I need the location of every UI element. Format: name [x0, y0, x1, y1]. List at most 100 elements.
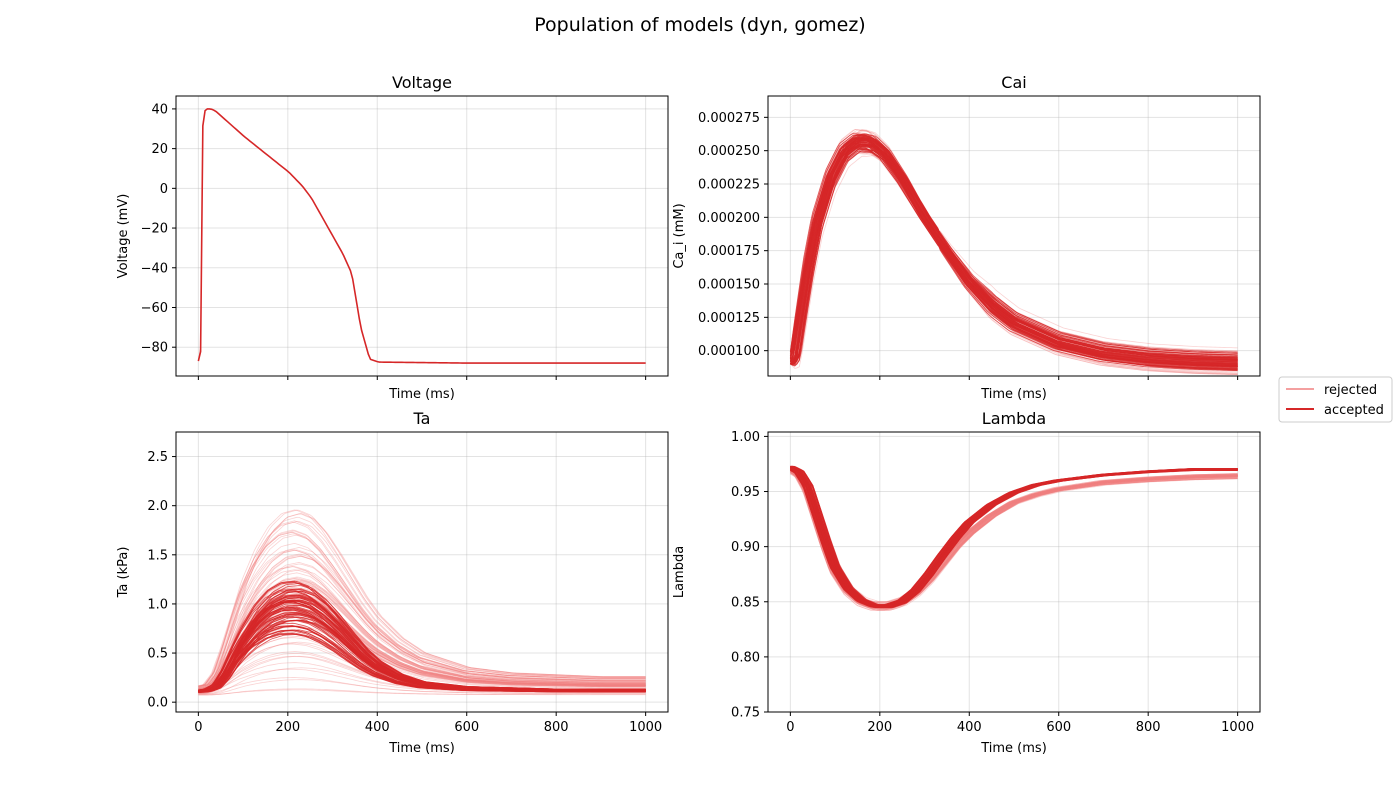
curve-accepted-voltage-0: [197, 108, 646, 364]
curve-rejected-lambda-85: [790, 468, 1238, 609]
ytick-label-voltage-2: −40: [141, 261, 168, 276]
ytick-label-lambda-4: 0.95: [731, 485, 760, 500]
curve-accepted-cai-59: [789, 138, 1238, 366]
curve-rejected-ta-24: [198, 520, 646, 687]
ytick-label-ta-4: 2.0: [147, 499, 168, 514]
curve-rejected-ta-34: [198, 566, 646, 689]
yaxis-label-cai: Ca_i (mM): [672, 203, 687, 268]
axes-frame-lambda: [767, 431, 1261, 713]
curve-rejected-ta-6: [198, 509, 646, 686]
ytick-label-cai-4: 0.000200: [698, 211, 760, 226]
ytick-label-lambda-0: 0.75: [731, 706, 760, 721]
curve-rejected-ta-39: [198, 609, 646, 692]
yaxis-label-lambda: Lambda: [672, 546, 687, 598]
ytick-label-voltage-0: −80: [141, 341, 168, 356]
curve-rejected-ta-69: [198, 547, 646, 689]
ytick-label-voltage-5: 20: [151, 142, 168, 157]
xtick-label-ta-1: 200: [275, 720, 300, 735]
curve-rejected-ta-29: [198, 553, 646, 689]
curve-rejected-ta-83: [198, 569, 646, 690]
curve-rejected-ta-61: [198, 562, 646, 689]
curve-rejected-ta-9: [198, 534, 646, 688]
curve-rejected-ta-49: [198, 531, 646, 687]
curve-rejected-ta-15: [198, 521, 646, 687]
curve-rejected-lambda-14: [790, 469, 1238, 611]
curve-rejected-lambda-51: [790, 469, 1238, 609]
curve-accepted-cai-54: [789, 133, 1238, 371]
xtick-label-ta-4: 800: [544, 720, 569, 735]
ytick-label-cai-7: 0.000275: [698, 111, 760, 126]
ytick-label-lambda-5: 1.00: [731, 430, 760, 445]
ytick-label-cai-2: 0.000150: [698, 278, 760, 293]
subplot-cai: 0.000100 0.000125 0.000150 0.000175 0.000200…: [672, 73, 1261, 402]
curve-rejected-ta-37: [198, 679, 646, 695]
curve-rejected-ta-4: [198, 529, 646, 687]
legend-label-rejected: rejected: [1324, 383, 1377, 398]
ytick-label-voltage-3: −20: [141, 222, 168, 237]
axes-title-lambda: Lambda: [982, 409, 1046, 428]
subplot-voltage: −80 −60 −40 −20 0 20 40 Voltage Time (ms) Voltage…: [116, 73, 669, 402]
curve-rejected-lambda-48: [790, 466, 1238, 611]
curve-rejected-ta-75: [198, 542, 646, 688]
curve-rejected-cai-40: [789, 131, 1238, 373]
xaxis-label-cai: Time (ms): [980, 387, 1047, 402]
curve-rejected-ta-70: [198, 580, 646, 690]
lines-voltage: [197, 108, 646, 364]
curve-rejected-ta-36: [198, 688, 646, 696]
xtick-label-lambda-4: 800: [1136, 720, 1161, 735]
ytick-label-cai-3: 0.000175: [698, 244, 760, 259]
curve-rejected-ta-54: [198, 566, 646, 689]
axes-frame-cai: [767, 95, 1261, 377]
curve-rejected-cai-1: [789, 129, 1238, 375]
curve-rejected-ta-40: [198, 555, 646, 689]
curve-rejected-ta-77: [198, 513, 646, 687]
xtick-label-lambda-2: 400: [957, 720, 982, 735]
xtick-label-ta-0: 0: [194, 720, 202, 735]
curve-rejected-lambda-52: [790, 470, 1238, 609]
curve-rejected-ta-65: [198, 549, 646, 688]
curve-accepted-cai-58: [790, 143, 1238, 365]
curve-accepted-lambda-69: [790, 467, 1238, 607]
ytick-label-ta-3: 1.5: [147, 548, 168, 563]
curve-rejected-ta-1: [198, 609, 646, 692]
ytick-label-cai-0: 0.000100: [698, 344, 760, 359]
curve-accepted-ta-64: [198, 596, 646, 692]
curve-rejected-lambda-74: [790, 470, 1238, 609]
ytick-label-lambda-1: 0.80: [731, 650, 760, 665]
ytick-label-voltage-4: 0: [160, 182, 168, 197]
ytick-label-cai-5: 0.000225: [698, 178, 760, 193]
curve-accepted-ta-69: [198, 622, 646, 693]
ytick-label-lambda-3: 0.90: [731, 540, 760, 555]
curve-rejected-lambda-15: [790, 468, 1238, 611]
curve-rejected-ta-35: [198, 606, 646, 692]
curve-rejected-ta-3: [198, 689, 646, 696]
lines-lambda: [790, 465, 1238, 611]
curve-rejected-lambda-9: [790, 467, 1238, 610]
axes-title-cai: Cai: [1001, 73, 1026, 92]
ytick-label-lambda-2: 0.85: [731, 595, 760, 610]
xaxis-label-lambda: Time (ms): [980, 741, 1047, 756]
curve-rejected-ta-51: [198, 509, 646, 687]
curve-rejected-cai-30: [790, 130, 1238, 374]
curve-rejected-ta-55: [198, 530, 646, 687]
axes-frame-voltage: [175, 95, 669, 377]
xtick-label-lambda-3: 600: [1046, 720, 1071, 735]
curve-rejected-ta-25: [198, 563, 646, 690]
curve-rejected-ta-79: [198, 521, 646, 687]
lines-cai: [789, 129, 1238, 375]
curve-rejected-cai-15: [789, 129, 1238, 375]
ytick-label-voltage-1: −60: [141, 301, 168, 316]
legend: rejected accepted: [1278, 376, 1393, 423]
curve-rejected-ta-0: [198, 576, 646, 690]
grid-ta: [176, 432, 668, 712]
curve-rejected-lambda-34: [790, 470, 1238, 609]
curve-rejected-ta-81: [198, 554, 646, 689]
curve-accepted-cai-47: [790, 151, 1238, 365]
curve-rejected-cai-9: [789, 129, 1238, 375]
curve-rejected-ta-73: [198, 513, 646, 687]
curve-rejected-ta-71: [198, 597, 646, 691]
figure-title: Population of models (dyn, gomez): [534, 14, 865, 36]
grid-lambda: [768, 432, 1260, 713]
curve-rejected-lambda-70: [790, 469, 1238, 611]
